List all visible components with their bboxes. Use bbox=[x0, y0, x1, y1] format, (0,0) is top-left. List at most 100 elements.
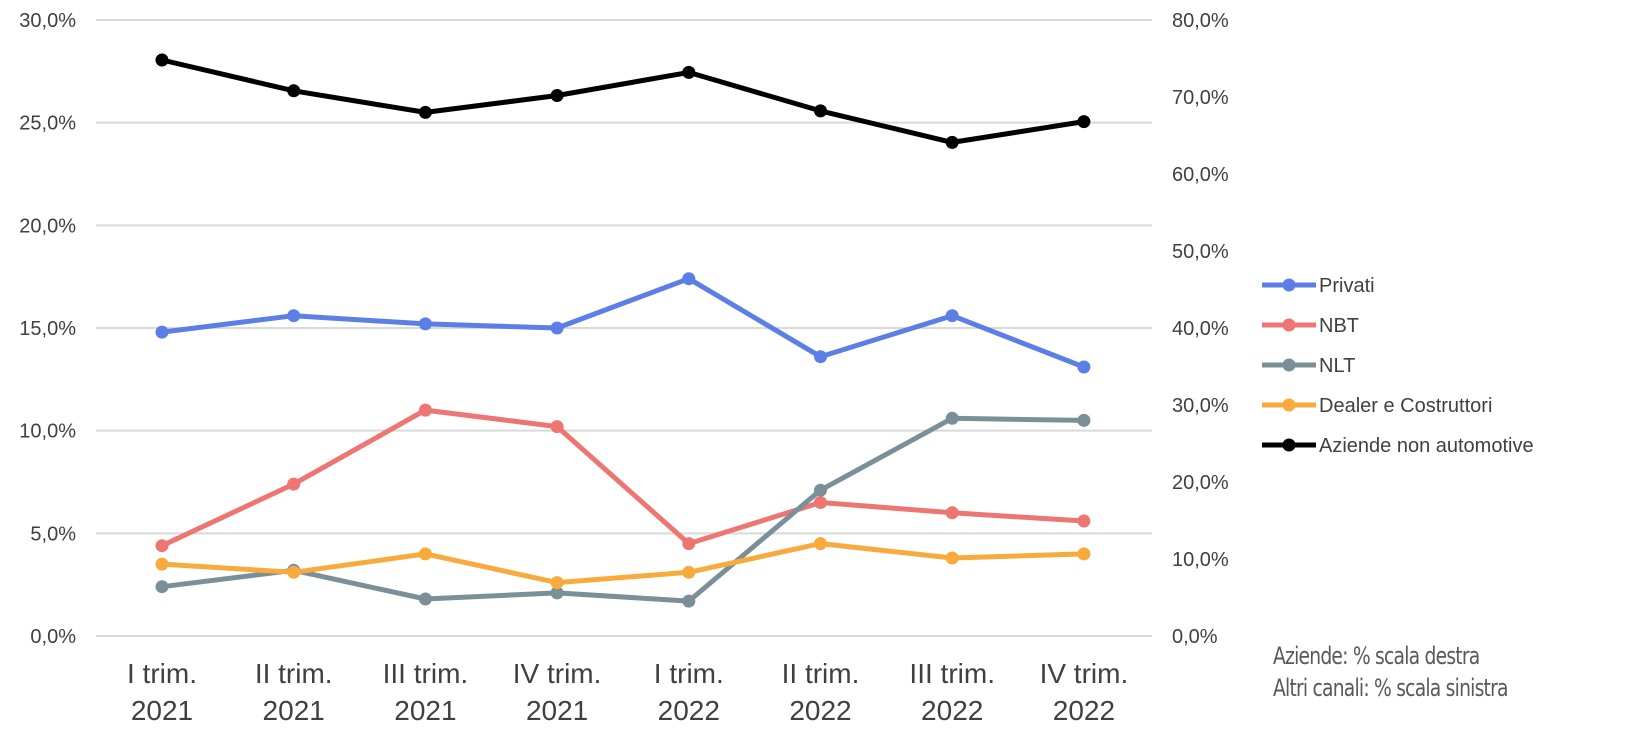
series-line-aziende-non-automotive bbox=[159, 57, 1087, 145]
left-tick-label: 20,0% bbox=[19, 215, 76, 237]
left-tick-label: 5,0% bbox=[30, 523, 76, 545]
data-point-aziende-non-automotive bbox=[945, 135, 959, 149]
data-point-privati bbox=[814, 350, 827, 364]
series-privati bbox=[155, 272, 1091, 374]
right-tick-label: 60,0% bbox=[1172, 164, 1229, 186]
legend-label: Privati bbox=[1319, 275, 1375, 297]
data-point-nbt bbox=[550, 420, 564, 434]
x-tick-label-period: I trim. bbox=[127, 658, 197, 689]
right-tick-label: 40,0% bbox=[1172, 318, 1229, 340]
data-point-nbt bbox=[418, 403, 432, 417]
x-tick-label-period: I trim. bbox=[654, 658, 724, 689]
data-point-aziende-non-automotive bbox=[1077, 115, 1091, 129]
series-lines bbox=[155, 53, 1091, 608]
legend-item-nbt: NBT bbox=[1262, 315, 1359, 337]
legend-swatch-marker bbox=[1282, 398, 1296, 412]
data-point-nlt bbox=[418, 592, 432, 606]
gridlines bbox=[96, 19, 1152, 637]
right-tick-label: 70,0% bbox=[1172, 87, 1229, 109]
data-point-aziende-non-automotive bbox=[155, 53, 169, 67]
legend-item-aziende-non-automotive: Aziende non automotive bbox=[1262, 435, 1534, 457]
legend-swatch-marker bbox=[1282, 438, 1296, 452]
left-tick-label: 0,0% bbox=[30, 626, 76, 648]
data-point-privati bbox=[418, 317, 432, 331]
x-tick-label-year: 2022 bbox=[1053, 695, 1115, 726]
legend-swatch-marker bbox=[1282, 358, 1296, 372]
data-point-aziende-non-automotive bbox=[814, 104, 827, 118]
x-tick-label-period: III trim. bbox=[383, 658, 469, 689]
data-point-dealer-e-costruttori bbox=[550, 576, 564, 590]
data-point-privati bbox=[945, 309, 959, 323]
series-dealer-e-costruttori bbox=[155, 537, 1091, 590]
left-axis-ticks: 0,0% 5,0% 10,0% 15,0% 20,0% 25,0% 30,0% bbox=[19, 10, 76, 648]
left-tick-label: 15,0% bbox=[19, 318, 76, 340]
x-tick-label-year: 2022 bbox=[921, 695, 983, 726]
x-tick-label-year: 2021 bbox=[394, 695, 456, 726]
data-point-dealer-e-costruttori bbox=[1077, 547, 1091, 561]
data-point-dealer-e-costruttori bbox=[945, 551, 959, 565]
x-tick-label-period: II trim. bbox=[782, 658, 860, 689]
data-point-dealer-e-costruttori bbox=[155, 557, 169, 571]
right-tick-label: 0,0% bbox=[1172, 626, 1218, 648]
data-point-dealer-e-costruttori bbox=[287, 565, 301, 579]
legend-swatch-marker bbox=[1282, 318, 1296, 332]
data-point-nbt bbox=[1077, 514, 1091, 528]
x-tick-label-year: 2022 bbox=[658, 695, 720, 726]
data-point-nlt bbox=[1077, 413, 1091, 427]
right-tick-label: 30,0% bbox=[1172, 395, 1229, 417]
data-point-nlt bbox=[550, 586, 564, 600]
x-axis-categories: I trim. 2021 II trim. 2021 III trim. 2021 IV t… bbox=[127, 658, 1128, 726]
legend-label: Dealer e Costruttori bbox=[1319, 395, 1492, 417]
legend-item-dealer-e-costruttori: Dealer e Costruttori bbox=[1262, 395, 1492, 417]
left-tick-label: 30,0% bbox=[19, 10, 76, 32]
series-nlt bbox=[155, 411, 1091, 608]
right-tick-label: 10,0% bbox=[1172, 549, 1229, 571]
legend-label: Aziende non automotive bbox=[1319, 435, 1534, 457]
x-tick-label-year: 2021 bbox=[263, 695, 325, 726]
x-tick-label-period: II trim. bbox=[255, 658, 333, 689]
series-line-nbt bbox=[159, 407, 1087, 549]
series-line-privati bbox=[159, 276, 1087, 370]
x-tick-label-period: IV trim. bbox=[1040, 658, 1129, 689]
series-line-dealer-e-costruttori bbox=[159, 541, 1087, 586]
axis-note-aziende: Aziende: % scala destra bbox=[1273, 642, 1480, 670]
data-point-privati bbox=[287, 309, 301, 323]
left-tick-label: 10,0% bbox=[19, 421, 76, 443]
x-tick-label-year: 2021 bbox=[526, 695, 588, 726]
data-point-privati bbox=[682, 272, 696, 286]
legend-item-nlt: NLT bbox=[1262, 355, 1355, 377]
x-tick-label-year: 2022 bbox=[789, 695, 851, 726]
right-tick-label: 50,0% bbox=[1172, 241, 1229, 263]
data-point-nbt bbox=[814, 496, 827, 509]
legend-label: NBT bbox=[1319, 315, 1359, 337]
legend: Privati NBT NLT Dealer e Costruttori Aziende… bbox=[1262, 275, 1534, 457]
series-line-nlt bbox=[159, 415, 1087, 604]
data-point-nbt bbox=[287, 477, 301, 491]
data-point-aziende-non-automotive bbox=[287, 84, 301, 98]
right-tick-label: 20,0% bbox=[1172, 472, 1229, 494]
legend-swatch-marker bbox=[1282, 278, 1296, 292]
axis-note-altri-canali: Altri canali: % scala sinistra bbox=[1273, 674, 1508, 702]
data-point-dealer-e-costruttori bbox=[814, 537, 827, 551]
data-point-nbt bbox=[682, 537, 696, 551]
data-point-nlt bbox=[682, 594, 696, 608]
x-tick-label-year: 2021 bbox=[131, 695, 193, 726]
data-point-nbt bbox=[155, 539, 169, 553]
data-point-dealer-e-costruttori bbox=[418, 547, 432, 561]
series-aziende-non-automotive bbox=[155, 53, 1091, 149]
data-point-nbt bbox=[945, 506, 959, 520]
right-axis-ticks: 0,0% 10,0% 20,0% 30,0% 40,0% 50,0% 60,0% 70,0% 8… bbox=[1172, 10, 1229, 648]
data-point-privati bbox=[1077, 360, 1091, 374]
left-tick-label: 25,0% bbox=[19, 113, 76, 135]
data-point-dealer-e-costruttori bbox=[682, 565, 696, 579]
legend-label: NLT bbox=[1319, 355, 1355, 377]
data-point-nlt bbox=[945, 411, 959, 425]
data-point-aziende-non-automotive bbox=[550, 89, 564, 102]
x-tick-label-period: III trim. bbox=[909, 658, 995, 689]
x-tick-label-period: IV trim. bbox=[513, 658, 602, 689]
data-point-nlt bbox=[155, 580, 169, 594]
series-nbt bbox=[155, 403, 1091, 553]
data-point-privati bbox=[155, 325, 169, 339]
legend-item-privati: Privati bbox=[1262, 275, 1375, 297]
